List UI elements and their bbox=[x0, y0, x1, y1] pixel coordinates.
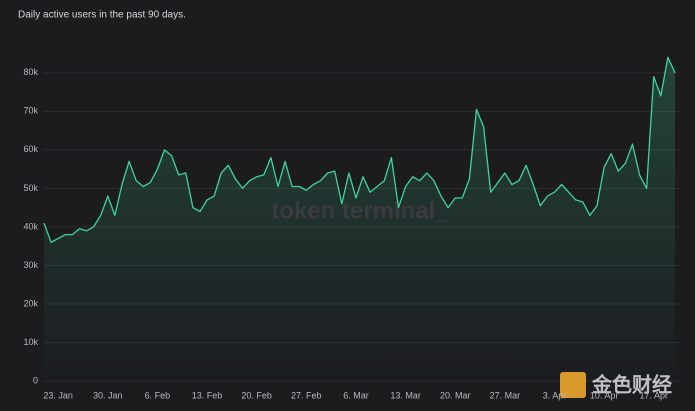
x-tick-label: 10. Apr bbox=[590, 390, 619, 400]
x-tick-label: 23. Jan bbox=[43, 390, 73, 400]
y-tick-label: 60k bbox=[23, 144, 38, 154]
area bbox=[44, 57, 675, 382]
x-tick-label: 17. Apr bbox=[639, 390, 668, 400]
x-tick-label: 13. Mar bbox=[390, 390, 421, 400]
y-tick-label: 40k bbox=[23, 221, 38, 231]
y-tick-label: 0 bbox=[33, 375, 38, 385]
y-tick-label: 70k bbox=[23, 106, 38, 116]
logo-text: 金色财经 bbox=[591, 372, 672, 396]
chart-title: Daily active users in the past 90 days. bbox=[18, 10, 186, 21]
x-tick-label: 6. Mar bbox=[343, 390, 369, 400]
line bbox=[43, 56, 676, 243]
x-tick-label: 3. Apr bbox=[543, 390, 567, 400]
x-tick-label: 30. Jan bbox=[93, 390, 123, 400]
x-tick-label: 6. Feb bbox=[145, 390, 171, 400]
x-tick-label: 27. Mar bbox=[490, 390, 521, 400]
x-tick-label: 20. Mar bbox=[440, 390, 471, 400]
y-tick-label: 10k bbox=[23, 337, 38, 347]
x-tick-label: 20. Feb bbox=[241, 390, 272, 400]
x-tick-label: 13. Feb bbox=[192, 390, 223, 400]
watermark: token terminal_ bbox=[271, 197, 449, 224]
logo-icon bbox=[560, 372, 586, 398]
x-tick-label: 27. Feb bbox=[291, 390, 322, 400]
y-tick-label: 50k bbox=[23, 183, 38, 193]
y-tick-label: 30k bbox=[23, 260, 38, 270]
y-tick-label: 80k bbox=[23, 67, 38, 77]
y-tick-label: 20k bbox=[23, 298, 38, 308]
